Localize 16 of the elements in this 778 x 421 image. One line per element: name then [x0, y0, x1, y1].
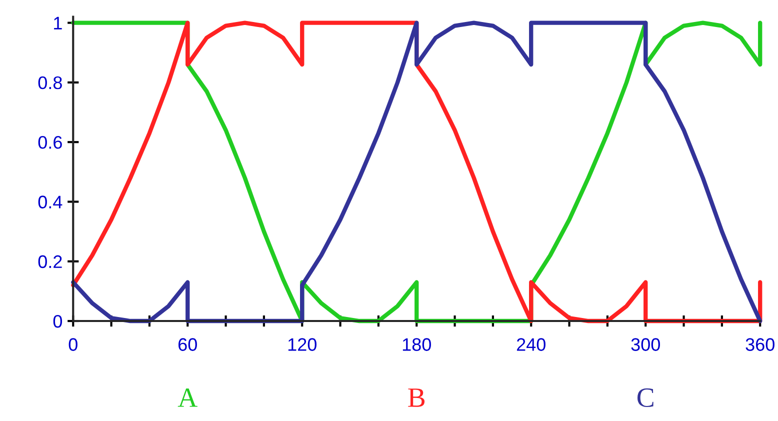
y-tick-label: 0.8 [38, 76, 62, 90]
y-tick-label: 0.4 [38, 196, 62, 208]
x-tick-label: 120 [288, 338, 316, 351]
text: B [408, 388, 425, 407]
x-tick-label: 60 [178, 338, 197, 351]
y-tick-label: 0.6 [38, 136, 62, 149]
text: A [178, 388, 198, 407]
y-tick-label: 0 [53, 314, 62, 328]
text: C [637, 388, 654, 408]
y-tick-label: 0.2 [38, 255, 62, 268]
x-tick-label: 360 [746, 338, 774, 351]
x-tick-label: 0 [68, 338, 78, 351]
x-tick-label: 240 [516, 338, 546, 351]
y-tick-label: 1 [54, 16, 62, 30]
x-tick-label: 300 [631, 338, 660, 351]
x-tick-label: 180 [402, 338, 431, 351]
